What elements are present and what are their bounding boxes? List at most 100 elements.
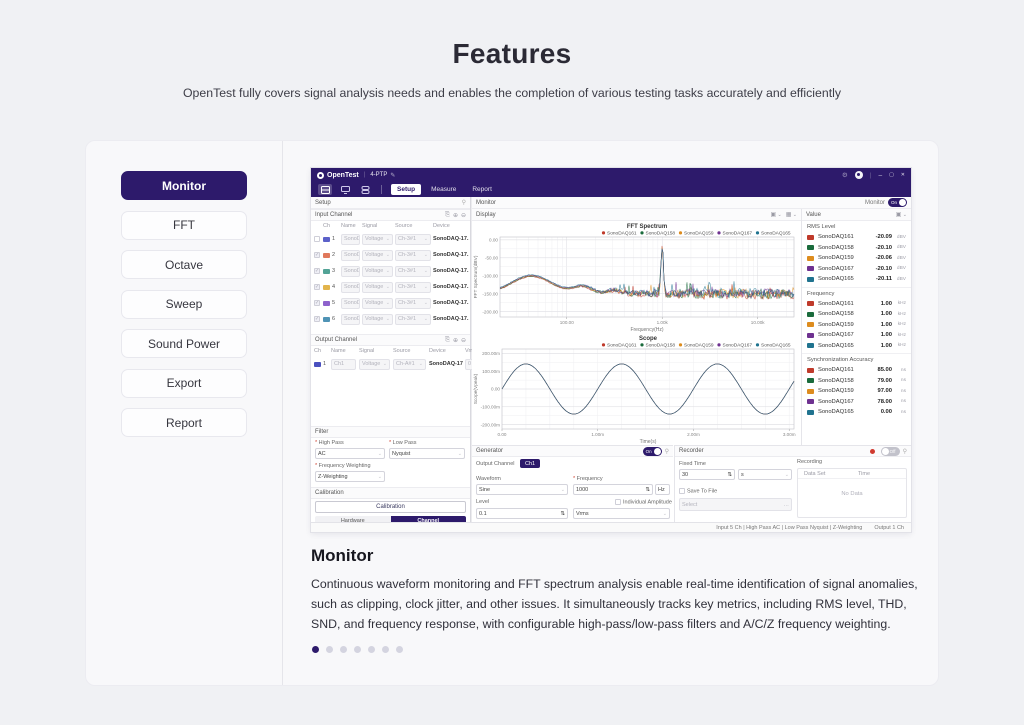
time-unit-select[interactable]: s ⌄	[738, 469, 792, 480]
channel-name: SonoDAQ165	[818, 276, 854, 283]
row-checkbox[interactable]: ✓	[314, 268, 320, 274]
waveform-select[interactable]: Sine ⌄	[476, 484, 568, 495]
signal-select[interactable]: Voltage ⌄	[362, 297, 393, 309]
measurement-value: -20.10	[875, 244, 892, 251]
input-channel-row[interactable]: ✓ 3 SonoD...Voltage⌄Ch-3#1⌄SonoDAQ-17...	[311, 263, 470, 279]
generator-channel-chip[interactable]: Ch1	[520, 459, 541, 468]
carousel-dot-4[interactable]	[354, 646, 361, 653]
pin-icon[interactable]: ⚲	[902, 448, 907, 455]
input-channel-row[interactable]: 1 SonoD...Voltage⌄Ch-3#1⌄SonoDAQ-17...	[311, 231, 470, 247]
channel-color-chip	[323, 285, 330, 290]
carousel-dot-7[interactable]	[396, 646, 403, 653]
input-channel-row[interactable]: ✓ 4 SonoD...Voltage⌄Ch-3#1⌄SonoDAQ-17...	[311, 279, 470, 295]
sidebar-item-sweep[interactable]: Sweep	[121, 289, 247, 319]
file-path-input[interactable]: Select…	[679, 498, 792, 511]
channel-name-input[interactable]: SonoD...	[341, 233, 360, 245]
minimize-icon[interactable]: –	[878, 171, 883, 179]
sidebar-item-fft[interactable]: FFT	[121, 210, 247, 240]
channel-name-input[interactable]: SonoD...	[341, 313, 360, 325]
sidebar-item-monitor[interactable]: Monitor	[121, 171, 247, 200]
low-pass-select[interactable]: Nyquist ⌄	[389, 448, 465, 459]
row-checkbox[interactable]: ✓	[314, 300, 320, 306]
settings-gear-icon[interactable]: ⚙	[841, 172, 848, 179]
device-name: SonoDAQ-17...	[433, 316, 469, 322]
input-channel-row[interactable]: ✓ 5 SonoD...Voltage⌄Ch-3#1⌄SonoDAQ-17...	[311, 295, 470, 311]
carousel-dot-1[interactable]	[312, 646, 319, 653]
save-to-file-checkbox[interactable]: Save To File	[679, 488, 717, 494]
maximize-icon[interactable]: ▢	[889, 172, 894, 178]
channel-name-input[interactable]: SonoD...	[341, 297, 360, 309]
carousel-dot-6[interactable]	[382, 646, 389, 653]
channel-name-input[interactable]: Ch1	[331, 358, 356, 370]
sidebar-item-report[interactable]: Report	[121, 408, 247, 437]
carousel-dot-2[interactable]	[326, 646, 333, 653]
copy-icon[interactable]: ⎘	[445, 336, 450, 343]
row-checkbox[interactable]: ✓	[314, 316, 320, 322]
user-avatar[interactable]	[854, 171, 863, 179]
sidebar-item-export[interactable]: Export	[121, 368, 247, 398]
source-select[interactable]: Ch-3#1 ⌄	[395, 249, 431, 261]
frequency-unit-select[interactable]: Hz	[655, 484, 670, 495]
generator-toggle[interactable]: On	[642, 446, 662, 456]
source-select[interactable]: Ch-3#1 ⌄	[395, 265, 431, 277]
row-checkbox[interactable]: ✓	[314, 252, 320, 258]
source-select[interactable]: Ch-3#1 ⌄	[395, 281, 431, 293]
carousel-dot-3[interactable]	[340, 646, 347, 653]
layout-select-icon[interactable]: ▣ ⌄	[770, 212, 782, 218]
carousel-dot-5[interactable]	[368, 646, 375, 653]
recorder-toggle[interactable]: Off	[880, 446, 900, 456]
close-icon[interactable]: ✕	[900, 172, 905, 178]
row-checkbox[interactable]: ✓	[314, 284, 320, 290]
remove-channel-icon[interactable]: ⊖	[460, 337, 466, 344]
edit-project-icon[interactable]: ✎	[390, 172, 396, 179]
calibration-button[interactable]: Calibration	[315, 501, 466, 513]
channel-name-input[interactable]: SonoD...	[341, 265, 360, 277]
level-unit-select[interactable]: Vrms ⌄	[573, 508, 670, 519]
screen-display-icon[interactable]	[338, 184, 352, 195]
row-checkbox[interactable]	[314, 236, 320, 242]
signal-select[interactable]: Voltage ⌄	[362, 233, 393, 245]
individual-amplitude-checkbox[interactable]: Individual Amplitude	[615, 499, 672, 505]
column-header-ch: Ch	[323, 223, 331, 229]
calibration-tab-channel[interactable]: Channel	[390, 516, 466, 526]
input-channel-row[interactable]: ✓ 6 SonoD...Voltage⌄Ch-3#1⌄SonoDAQ-17...	[311, 311, 470, 327]
value-grid-icon[interactable]: ▣ ⌄	[895, 212, 907, 218]
sidebar-item-sound-power[interactable]: Sound Power	[121, 329, 247, 358]
frequency-input[interactable]: 1000 ⇅	[573, 484, 653, 495]
calibration-tab-hardware[interactable]: Hardware	[315, 516, 391, 526]
measurement-unit: kHz	[897, 322, 906, 328]
pin-icon[interactable]: ⚲	[664, 448, 669, 455]
copy-icon[interactable]: ⎘	[445, 211, 450, 218]
monitor-toggle[interactable]: On	[888, 198, 907, 207]
workspace-layout-icon[interactable]	[318, 184, 332, 195]
add-channel-icon[interactable]: ⊕	[452, 337, 458, 344]
add-channel-icon[interactable]: ⊕	[452, 212, 458, 219]
grid-select-icon[interactable]: ▦ ⌄	[785, 212, 797, 218]
signal-select[interactable]: Voltage ⌄	[362, 249, 393, 261]
source-select[interactable]: Ch-3#1 ⌄	[395, 297, 431, 309]
signal-select[interactable]: Voltage ⌄	[362, 265, 393, 277]
app-body: Setup ⚲ Input Channel ⎘ ⊕ ⊖ Ch Name Signal…	[311, 197, 911, 532]
channel-name-input[interactable]: SonoD...	[341, 281, 360, 293]
remove-channel-icon[interactable]: ⊖	[460, 212, 466, 219]
svg-text:100.00m: 100.00m	[482, 369, 500, 374]
pin-icon[interactable]: ⚲	[461, 200, 466, 206]
fixed-time-input[interactable]: 30 ⇅	[679, 469, 735, 480]
source-select[interactable]: Ch-3#1 ⌄	[395, 233, 431, 245]
high-pass-select[interactable]: AC ⌄	[315, 448, 385, 459]
signal-select[interactable]: Voltage ⌄	[359, 358, 390, 370]
sidebar-item-octave[interactable]: Octave	[121, 250, 247, 279]
signal-select[interactable]: Voltage ⌄	[362, 281, 393, 293]
input-channel-row[interactable]: ✓ 2 SonoD...Voltage⌄Ch-3#1⌄SonoDAQ-17...	[311, 247, 470, 263]
app-tab-setup[interactable]: Setup	[391, 184, 422, 195]
level-input[interactable]: 0.1 ⇅	[476, 508, 568, 519]
app-tab-measure[interactable]: Measure	[431, 186, 457, 193]
source-select[interactable]: Ch-3#1 ⌄	[395, 313, 431, 325]
channel-name-input[interactable]: SonoD...	[341, 249, 360, 261]
signal-select[interactable]: Voltage ⌄	[362, 313, 393, 325]
source-select[interactable]: Ch-A#1 ⌄	[393, 358, 426, 370]
device-stack-icon[interactable]	[358, 184, 372, 195]
app-tab-report[interactable]: Report	[472, 186, 492, 193]
frequency-weighting-select[interactable]: Z-Weighting ⌄	[315, 471, 385, 482]
